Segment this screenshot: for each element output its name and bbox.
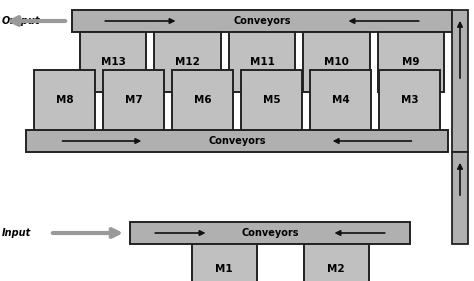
Bar <box>34 70 95 130</box>
Bar <box>304 244 369 281</box>
Text: M5: M5 <box>263 95 280 105</box>
Text: M11: M11 <box>250 57 274 67</box>
Bar <box>229 32 295 92</box>
Text: Conveyors: Conveyors <box>233 16 291 26</box>
Bar <box>103 70 164 130</box>
Bar <box>452 152 468 244</box>
Bar <box>80 32 146 92</box>
Text: M12: M12 <box>175 57 200 67</box>
Bar <box>130 222 410 244</box>
Text: Output: Output <box>2 16 40 26</box>
Bar <box>241 70 302 130</box>
Bar <box>72 10 452 32</box>
Text: Input: Input <box>2 228 31 238</box>
Bar <box>155 32 221 92</box>
Text: M3: M3 <box>401 95 419 105</box>
Bar <box>26 130 448 152</box>
Text: M2: M2 <box>327 264 345 274</box>
Text: Conveyors: Conveyors <box>208 136 266 146</box>
Text: M6: M6 <box>194 95 211 105</box>
Text: M9: M9 <box>402 57 419 67</box>
Bar <box>378 32 444 92</box>
Text: M4: M4 <box>332 95 349 105</box>
Bar <box>172 70 233 130</box>
Bar <box>303 32 370 92</box>
Bar <box>379 70 440 130</box>
Text: M1: M1 <box>215 264 233 274</box>
Bar <box>452 10 468 152</box>
Text: M8: M8 <box>55 95 73 105</box>
Bar <box>191 244 256 281</box>
Text: Conveyors: Conveyors <box>241 228 299 238</box>
Text: M10: M10 <box>324 57 349 67</box>
Bar <box>310 70 371 130</box>
Text: M7: M7 <box>125 95 142 105</box>
Text: M13: M13 <box>101 57 126 67</box>
